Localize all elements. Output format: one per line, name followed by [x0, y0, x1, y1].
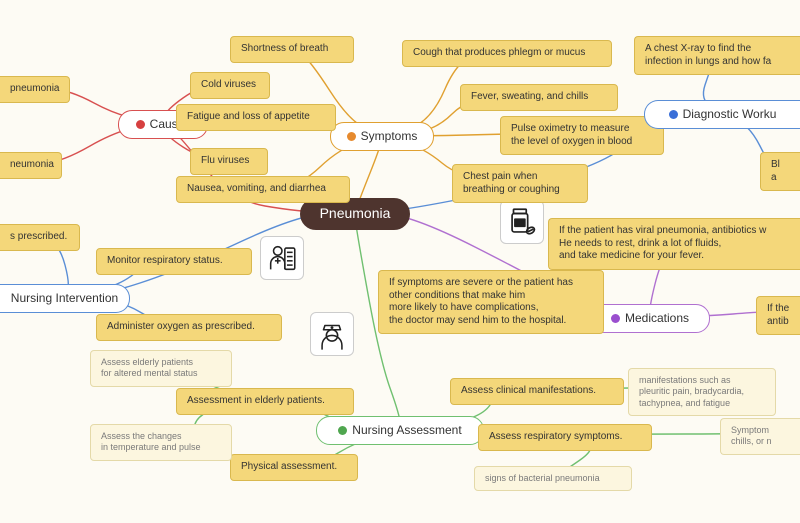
- branch-bullet: [669, 110, 678, 119]
- node-prescribed[interactable]: s prescribed.: [0, 224, 80, 251]
- node-short_breath[interactable]: Shortness of breath: [230, 36, 354, 63]
- node-viral_note[interactable]: If the patient has viral pneumonia, anti…: [548, 218, 800, 270]
- node-elderly_sub[interactable]: Assess elderly patients for altered ment…: [90, 350, 232, 387]
- node-fever[interactable]: Fever, sweating, and chills: [460, 84, 618, 111]
- node-manifest_sub[interactable]: manifestations such as pleuritic pain, b…: [628, 368, 776, 416]
- node-physical[interactable]: Physical assessment.: [230, 454, 358, 481]
- node-label: Assess respiratory symptoms.: [489, 431, 622, 444]
- node-label: If the patient has viral pneumonia, anti…: [559, 225, 766, 263]
- node-label: Physical assessment.: [241, 461, 337, 474]
- node-elderly[interactable]: Assessment in elderly patients.: [176, 388, 354, 415]
- node-nursing_assess[interactable]: Nursing Assessment: [316, 416, 484, 445]
- node-label: Cough that produces phlegm or mucus: [413, 47, 585, 60]
- node-label: Pneumonia: [320, 205, 391, 223]
- pill-bottle-icon: [500, 200, 544, 244]
- node-label: manifestations such as pleuritic pain, b…: [639, 375, 744, 409]
- node-label: signs of bacterial pneumonia: [485, 473, 600, 484]
- node-flu_viruses[interactable]: Flu viruses: [190, 148, 268, 175]
- node-label: pneumonia: [10, 83, 59, 96]
- node-label: Shortness of breath: [241, 43, 328, 56]
- node-label: Fever, sweating, and chills: [471, 91, 588, 104]
- node-label: Assess the changes in temperature and pu…: [101, 431, 201, 454]
- node-pulse_ox[interactable]: Pulse oximetry to measure the level of o…: [500, 116, 664, 155]
- node-antib[interactable]: If the antib: [756, 296, 800, 335]
- node-label: Nursing Intervention: [11, 291, 118, 306]
- branch-bullet: [611, 314, 620, 323]
- nurse-icon: [310, 312, 354, 356]
- node-symptoms[interactable]: Symptoms: [330, 122, 434, 151]
- node-clinical[interactable]: Assess clinical manifestations.: [450, 378, 624, 405]
- node-label: If symptoms are severe or the patient ha…: [389, 277, 573, 327]
- node-oxygen[interactable]: Administer oxygen as prescribed.: [96, 314, 282, 341]
- node-diagnostic[interactable]: Diagnostic Worku: [644, 100, 800, 129]
- node-label: Monitor respiratory status.: [107, 255, 223, 268]
- node-label: Symptoms: [361, 129, 418, 144]
- node-label: Administer oxygen as prescribed.: [107, 321, 255, 334]
- node-blood[interactable]: Bl a: [760, 152, 800, 191]
- node-nursing_int[interactable]: Nursing Intervention: [0, 284, 130, 313]
- node-severe_note[interactable]: If symptoms are severe or the patient ha…: [378, 270, 604, 334]
- node-symptoms_sub[interactable]: Symptom chills, or n: [720, 418, 800, 455]
- node-label: Nausea, vomiting, and diarrhea: [187, 183, 326, 196]
- node-label: Medications: [625, 311, 689, 326]
- node-label: Assess clinical manifestations.: [461, 385, 596, 398]
- node-temp_pulse[interactable]: Assess the changes in temperature and pu…: [90, 424, 232, 461]
- node-chest_pain[interactable]: Chest pain when breathing or coughing: [452, 164, 588, 203]
- node-xray[interactable]: A chest X-ray to find the infection in l…: [634, 36, 800, 75]
- node-medications[interactable]: Medications: [590, 304, 710, 333]
- node-label: Chest pain when breathing or coughing: [463, 171, 560, 196]
- branch-bullet: [338, 426, 347, 435]
- node-label: s prescribed.: [10, 231, 67, 244]
- node-label: Flu viruses: [201, 155, 249, 168]
- branch-bullet: [347, 132, 356, 141]
- node-cold_viruses[interactable]: Cold viruses: [190, 72, 270, 99]
- node-resp_sym[interactable]: Assess respiratory symptoms.: [478, 424, 652, 451]
- node-label: Fatigue and loss of appetite: [187, 111, 310, 124]
- node-root[interactable]: Pneumonia: [300, 198, 410, 230]
- node-label: If the antib: [767, 303, 789, 328]
- node-label: Bl a: [771, 159, 780, 184]
- node-label: Assessment in elderly patients.: [187, 395, 325, 408]
- node-c_pneu1[interactable]: pneumonia: [0, 76, 70, 103]
- node-label: Diagnostic Worku: [683, 107, 777, 122]
- node-nausea[interactable]: Nausea, vomiting, and diarrhea: [176, 176, 350, 203]
- node-label: Assess elderly patients for altered ment…: [101, 357, 198, 380]
- doctor-clipboard-icon: [260, 236, 304, 280]
- node-label: Pulse oximetry to measure the level of o…: [511, 123, 632, 148]
- node-label: A chest X-ray to find the infection in l…: [645, 43, 771, 68]
- node-label: neumonia: [10, 159, 54, 172]
- node-cough[interactable]: Cough that produces phlegm or mucus: [402, 40, 612, 67]
- node-label: Symptom chills, or n: [731, 425, 772, 448]
- node-monitor[interactable]: Monitor respiratory status.: [96, 248, 252, 275]
- node-fatigue[interactable]: Fatigue and loss of appetite: [176, 104, 336, 131]
- node-label: Cold viruses: [201, 79, 256, 92]
- branch-bullet: [136, 120, 145, 129]
- node-label: Nursing Assessment: [352, 423, 461, 438]
- node-bacterial_sub[interactable]: signs of bacterial pneumonia: [474, 466, 632, 491]
- node-c_pneu2[interactable]: neumonia: [0, 152, 62, 179]
